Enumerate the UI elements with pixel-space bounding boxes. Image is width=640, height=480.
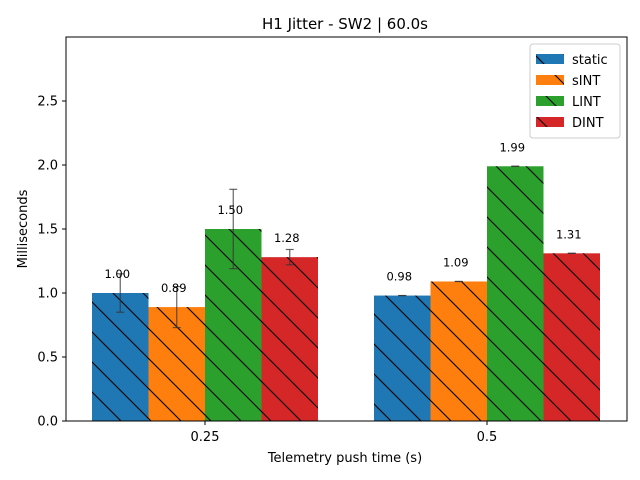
legend-item-static: static	[536, 53, 608, 68]
y-axis: 0.0 0.5 1.0 1.5 2.0 2.5	[37, 95, 66, 430]
y-tick-label: 2.0	[37, 159, 58, 174]
data-label-sINT-0.25: 0.89	[161, 281, 187, 295]
data-label-DINT-0.5: 1.31	[556, 227, 582, 241]
bars-group	[92, 166, 600, 421]
bar-DINT-0.5	[543, 253, 600, 421]
data-label-DINT-0.25: 1.28	[274, 231, 300, 245]
y-tick-label: 2.5	[37, 95, 58, 110]
x-tick-label: 0.5	[477, 430, 498, 445]
x-tick-label: 0.25	[191, 430, 220, 445]
error-bars-group	[116, 165, 576, 329]
legend-item-DINT: DINT	[536, 116, 604, 131]
legend-label-static: static	[572, 53, 608, 68]
error-bar-static-0.25	[116, 273, 125, 313]
error-bar-DINT-0.25	[285, 248, 294, 266]
legend-frame	[529, 43, 621, 139]
legend: static sINT LINT DINT	[529, 43, 621, 139]
data-label-LINT-0.25: 1.50	[217, 203, 243, 217]
bar-LINT-0.25	[205, 229, 262, 421]
legend-item-sINT: sINT	[536, 74, 600, 89]
y-tick-label: 0.5	[37, 351, 58, 366]
legend-label-DINT: DINT	[572, 116, 604, 131]
data-label-static-0.25: 1.00	[104, 267, 130, 281]
data-label-static-0.5: 0.98	[386, 270, 412, 284]
bar-DINT-0.25	[261, 257, 318, 421]
y-tick-label: 0.0	[37, 415, 58, 430]
legend-item-LINT: LINT	[536, 95, 601, 110]
data-labels-group: 1.00 0.98 0.89 1.09 1.50 1.99 1.28 1.31	[104, 140, 581, 295]
data-label-LINT-0.5: 1.99	[499, 140, 525, 154]
y-tick-label: 1.5	[37, 223, 58, 238]
x-axis-label: Telemetry push time (s)	[267, 451, 422, 466]
error-bar-sINT-0.25	[172, 286, 181, 329]
data-label-sINT-0.5: 1.09	[443, 255, 469, 269]
bar-LINT-0.5	[487, 166, 544, 421]
y-tick-label: 1.0	[37, 287, 58, 302]
bar-static-0.25	[92, 293, 149, 421]
chart-title: H1 Jitter - SW2 | 60.0s	[262, 15, 428, 33]
y-axis-label: Milliseconds	[16, 189, 31, 268]
x-axis: 0.25 0.5	[191, 421, 498, 445]
bar-static-0.5	[374, 295, 431, 421]
legend-label-sINT: sINT	[572, 74, 600, 89]
bar-sINT-0.5	[430, 281, 487, 421]
legend-label-LINT: LINT	[572, 95, 601, 110]
error-bar-LINT-0.25	[229, 188, 238, 270]
